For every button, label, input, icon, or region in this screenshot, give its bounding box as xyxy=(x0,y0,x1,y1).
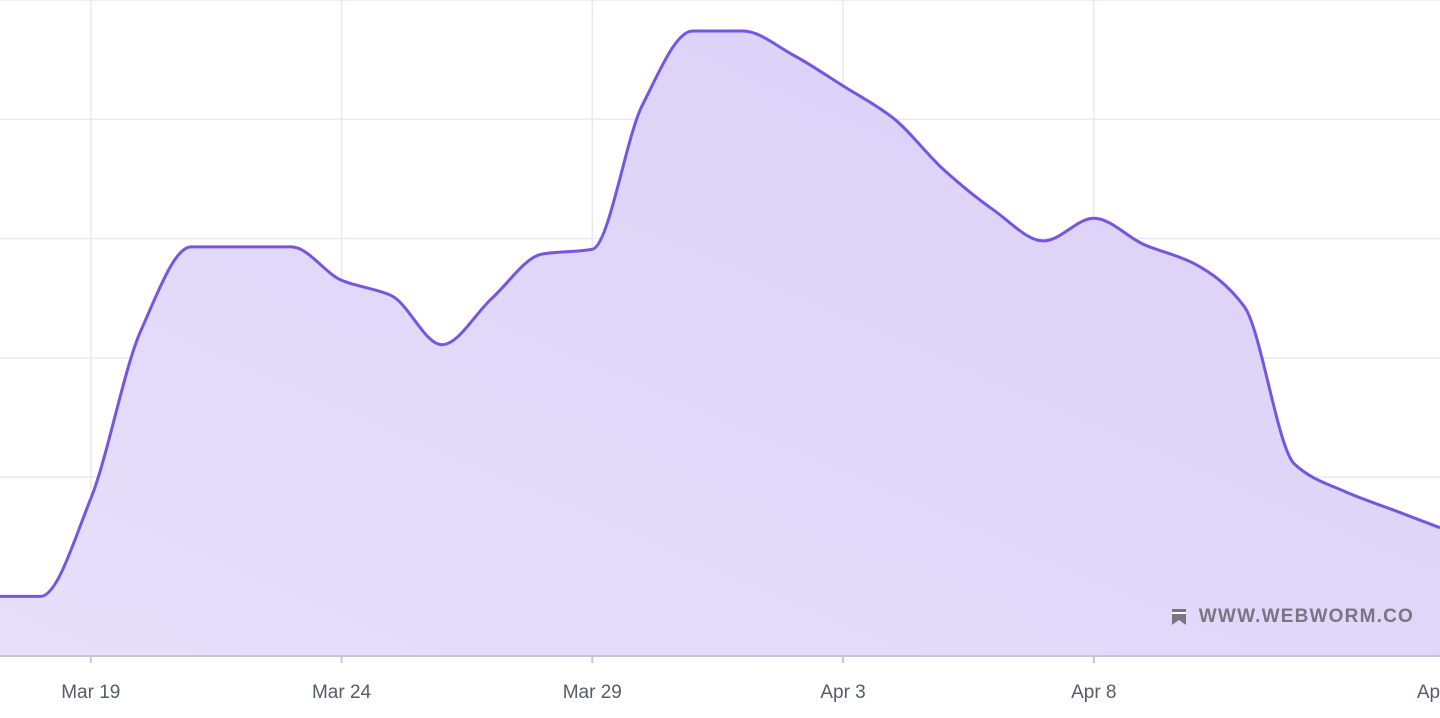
x-axis-ticks: Mar 19 Mar 24 Mar 29 Apr 3 Apr 8 Apr 15 xyxy=(61,656,1440,703)
series-area-fill xyxy=(0,31,1440,656)
watermark: WWW.WEBWORM.CO xyxy=(1171,606,1414,628)
x-tick-label: Mar 19 xyxy=(61,682,120,703)
series-line xyxy=(0,29,1440,598)
bookmark-icon xyxy=(1171,609,1186,625)
x-tick-label: Mar 29 xyxy=(563,682,622,703)
x-tick-label: Apr 8 xyxy=(1071,682,1116,703)
watermark-text: WWW.WEBWORM.CO xyxy=(1198,606,1414,627)
x-tick-label: Apr 3 xyxy=(820,682,865,703)
x-tick-label: Apr 15 xyxy=(1417,682,1440,703)
x-tick-label: Mar 24 xyxy=(312,682,372,703)
